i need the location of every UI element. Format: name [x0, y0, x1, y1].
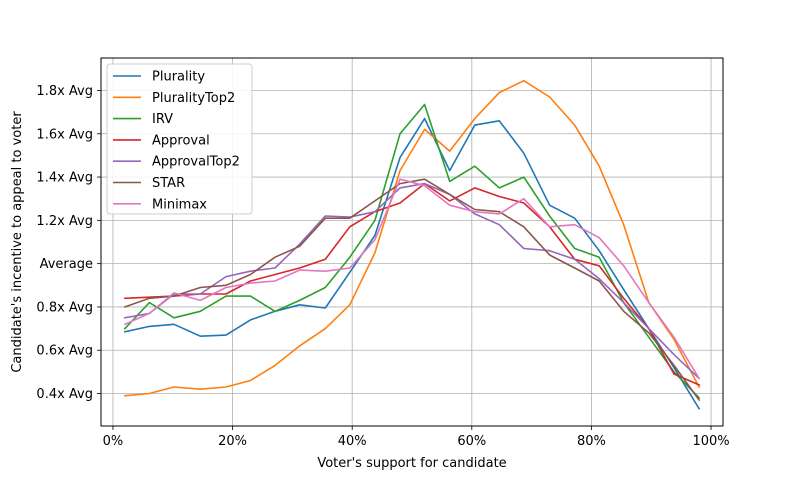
y-tick-label: 0.8x Avg [36, 300, 93, 315]
legend-label-approval: Approval [152, 133, 210, 148]
series-line-approval [124, 182, 701, 386]
x-tick-label: 0% [103, 434, 124, 449]
plot-frame [100, 57, 724, 427]
grid-lines [101, 58, 723, 426]
x-tick-label: 20% [218, 434, 247, 449]
y-tick-label: 1.2x Avg [36, 214, 93, 229]
series-line-irv [123, 103, 701, 400]
y-axis-label: Candidate's incentive to appeal to voter [10, 111, 25, 373]
x-tick-label: 40% [338, 434, 367, 449]
axis-ticks: 0% 20% 40% 60% 80% 100% 0.4x Avg 0.6x Avg 0.8x A… [36, 84, 729, 449]
legend: Plurality PluralityTop2 IRV Approval Approva… [106, 63, 253, 215]
legend-label-plurality: Plurality [152, 70, 205, 85]
y-tick-label: 0.6x Avg [36, 344, 93, 359]
legend-label-pluralitytop2: PluralityTop2 [152, 91, 235, 106]
series-line-pluralitytop2 [124, 79, 701, 397]
x-tick-label: 100% [692, 434, 729, 449]
y-tick-label: 0.4x Avg [36, 387, 93, 402]
series-line-minimax [123, 178, 701, 380]
legend-label-star: STAR [152, 176, 185, 191]
series-line-star [123, 178, 701, 402]
series-line-approvaltop2 [123, 182, 701, 380]
legend-label-irv: IRV [152, 112, 173, 127]
x-axis-label: Voter's support for candidate [317, 456, 506, 471]
series-line-plurality [123, 117, 701, 410]
series-layer [123, 79, 701, 410]
y-tick-label: 1.6x Avg [36, 127, 93, 142]
y-tick-label: 1.4x Avg [36, 171, 93, 186]
legend-label-minimax: Minimax [152, 197, 207, 212]
x-tick-label: 80% [577, 434, 606, 449]
legend-label-approvaltop2: ApprovalTop2 [152, 155, 240, 170]
y-tick-label: 1.8x Avg [36, 84, 93, 99]
y-tick-label: Average [40, 257, 93, 272]
legend-box [106, 63, 253, 215]
x-tick-label: 60% [457, 434, 486, 449]
